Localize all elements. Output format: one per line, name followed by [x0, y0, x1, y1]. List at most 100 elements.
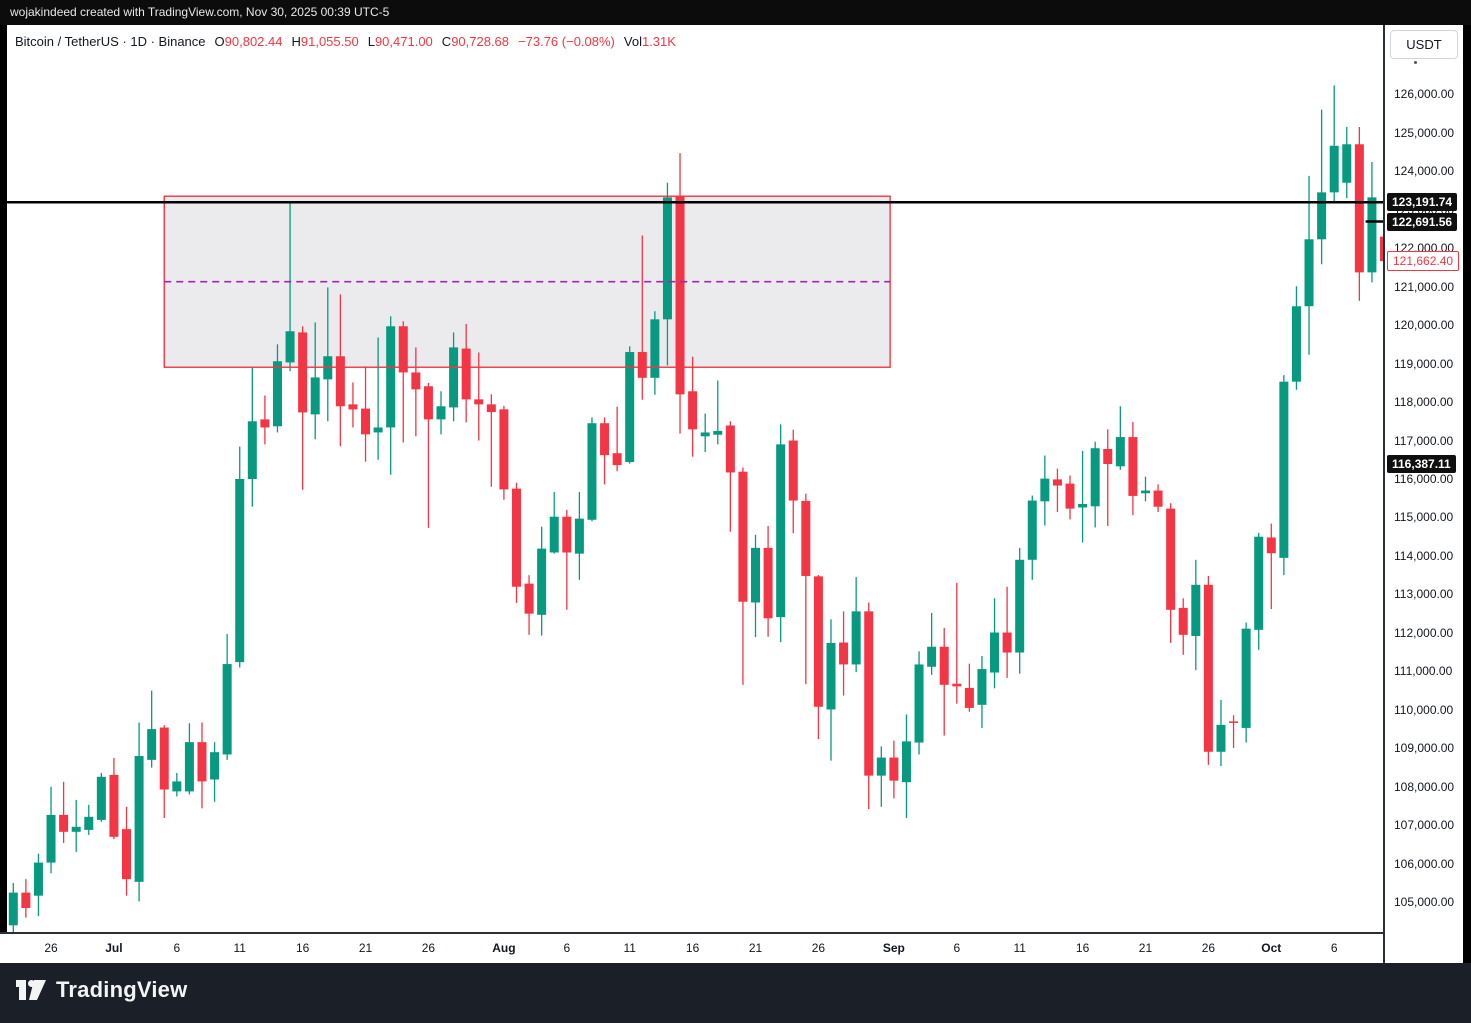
- time-tick: 21: [1138, 941, 1153, 955]
- candle-body: [675, 196, 685, 395]
- candle-body: [1027, 500, 1037, 560]
- candle-body: [461, 348, 471, 400]
- candle-body: [725, 425, 735, 473]
- candle-body: [1229, 721, 1239, 723]
- time-tick: 16: [295, 941, 310, 955]
- candle-body: [109, 774, 119, 837]
- candle-body: [876, 757, 886, 776]
- candle-body: [1078, 504, 1088, 508]
- candle-body: [1342, 144, 1352, 183]
- axis-menu-dot[interactable]: [1414, 61, 1417, 64]
- candle-body: [537, 548, 547, 615]
- candle-body: [71, 826, 81, 832]
- candle-body: [386, 326, 396, 428]
- candle-body: [436, 406, 446, 420]
- symbol-title[interactable]: Bitcoin / TetherUS · 1D · Binance: [15, 34, 206, 49]
- candle-body: [826, 642, 836, 710]
- candle-body: [574, 518, 584, 554]
- candle-body: [197, 742, 207, 782]
- candle-body: [1115, 437, 1125, 467]
- time-tick: 6: [563, 941, 571, 955]
- time-tick: Sep: [882, 941, 905, 955]
- candle-body: [625, 352, 635, 463]
- tradingview-logo-icon: [16, 980, 46, 1000]
- time-tick: 11: [233, 941, 246, 955]
- candle-body: [700, 432, 710, 437]
- candle-body: [549, 516, 559, 553]
- candle-body: [84, 816, 94, 830]
- candle-body: [977, 669, 987, 705]
- tradingview-logo-text: TradingView: [56, 977, 188, 1002]
- candle-body: [499, 409, 509, 490]
- candle-body: [222, 664, 232, 755]
- candle-body: [587, 423, 597, 520]
- candle-body: [751, 547, 761, 603]
- change-badge: −73.76 (−0.08%): [518, 34, 615, 49]
- candle-body: [562, 516, 572, 553]
- ohlc-open: O90,802.44: [214, 34, 283, 49]
- candle-body: [210, 752, 220, 780]
- candle-body: [260, 419, 270, 428]
- candle-body: [839, 642, 849, 665]
- candle-body: [763, 547, 773, 619]
- candle-body: [1367, 197, 1377, 273]
- price-axis[interactable]: USDT 126,000.00125,000.00124,000.00123,0…: [1385, 25, 1463, 963]
- candle-body: [1166, 508, 1176, 610]
- candle-body: [1103, 448, 1113, 464]
- price-tick: 125,000.00: [1394, 125, 1455, 140]
- candle-body: [33, 862, 43, 896]
- time-tick: 26: [811, 941, 826, 955]
- candle-body: [952, 683, 962, 687]
- candle-body: [1191, 584, 1201, 636]
- candle-body: [776, 444, 786, 618]
- price-tick: 112,000.00: [1394, 625, 1454, 640]
- time-tick: 16: [685, 941, 700, 955]
- axis-vertical-separator: [1383, 25, 1385, 963]
- candle-body: [247, 421, 257, 479]
- attribution-text: wojakindeed created with TradingView.com…: [10, 5, 390, 19]
- axis-horizontal-separator: [0, 932, 1463, 934]
- attribution-bar: wojakindeed created with TradingView.com…: [0, 0, 1471, 25]
- time-tick: 6: [1330, 941, 1338, 955]
- candle-body: [1128, 437, 1138, 496]
- candle-body: [1203, 584, 1213, 752]
- candle-body: [59, 814, 69, 832]
- candle-body: [1216, 724, 1226, 752]
- candle-body: [1291, 306, 1301, 382]
- candle-body: [1317, 192, 1327, 240]
- candle-body: [524, 583, 534, 614]
- candle-body: [1065, 483, 1075, 509]
- time-tick: Aug: [492, 941, 516, 955]
- price-line-label: 116,387.11: [1387, 455, 1456, 474]
- candle-body: [1354, 144, 1364, 273]
- candle-body: [21, 892, 31, 908]
- time-axis[interactable]: 26 Jul 6 11 16 21 26 Aug 6 11 16 21 26 Sep 6 11 16 21 26 Oc…: [0, 934, 1383, 963]
- footer-bar: TradingView: [0, 963, 1471, 1023]
- time-tick: 6: [173, 941, 181, 955]
- candle-body: [1015, 559, 1025, 653]
- candle-body: [348, 404, 358, 410]
- candle-body: [1279, 381, 1289, 558]
- price-tick: 109,000.00: [1394, 741, 1455, 756]
- candle-body: [1304, 239, 1314, 307]
- candle-body: [801, 500, 811, 576]
- chart-pane[interactable]: Bitcoin / TetherUS · 1D · Binance O90,802…: [7, 25, 1383, 933]
- candle-body: [600, 423, 610, 456]
- time-tick: 26: [1201, 941, 1216, 955]
- ohlc-close: C90,728.68: [441, 34, 510, 49]
- candle-body: [8, 892, 18, 926]
- price-tick: 105,000.00: [1394, 895, 1455, 910]
- candlestick-plot[interactable]: [7, 25, 1383, 933]
- candle-body: [122, 829, 132, 880]
- ohlc-high: H91,055.50: [291, 34, 359, 49]
- time-tick: Jul: [105, 941, 123, 955]
- price-tick: 117,000.00: [1394, 433, 1454, 448]
- price-tick: 120,000.00: [1394, 318, 1455, 333]
- symbol-legend[interactable]: Bitcoin / TetherUS · 1D · Binance O90,802…: [15, 34, 676, 49]
- currency-toggle-button[interactable]: USDT: [1390, 30, 1458, 59]
- tradingview-logo[interactable]: TradingView: [16, 977, 187, 1003]
- candle-body: [373, 427, 383, 433]
- candle-body: [662, 197, 672, 320]
- price-tick: 113,000.00: [1394, 587, 1454, 602]
- candle-body: [612, 453, 622, 466]
